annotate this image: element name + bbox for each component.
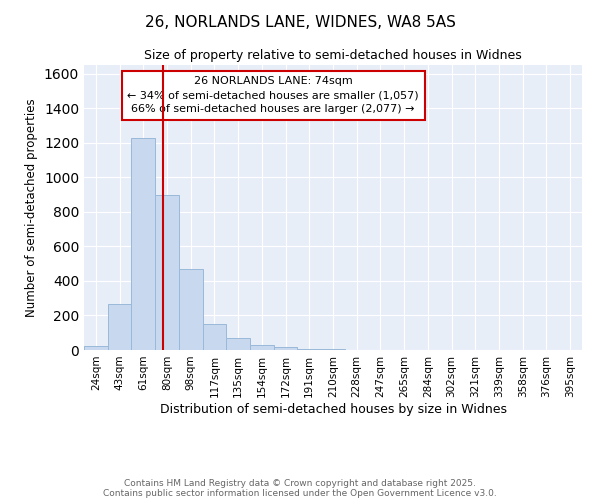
- Bar: [250, 346, 274, 350]
- Y-axis label: Number of semi-detached properties: Number of semi-detached properties: [25, 98, 38, 317]
- Bar: [274, 348, 298, 350]
- Text: Contains HM Land Registry data © Crown copyright and database right 2025.: Contains HM Land Registry data © Crown c…: [124, 478, 476, 488]
- Bar: [108, 304, 131, 350]
- Bar: [203, 324, 226, 350]
- Title: Size of property relative to semi-detached houses in Widnes: Size of property relative to semi-detach…: [144, 50, 522, 62]
- Bar: [84, 346, 108, 350]
- Text: Contains public sector information licensed under the Open Government Licence v3: Contains public sector information licen…: [103, 488, 497, 498]
- Bar: [298, 349, 321, 350]
- Bar: [321, 349, 345, 350]
- X-axis label: Distribution of semi-detached houses by size in Widnes: Distribution of semi-detached houses by …: [160, 402, 506, 415]
- Bar: [179, 269, 203, 350]
- Text: 26, NORLANDS LANE, WIDNES, WA8 5AS: 26, NORLANDS LANE, WIDNES, WA8 5AS: [145, 15, 455, 30]
- Bar: [155, 194, 179, 350]
- Bar: [131, 138, 155, 350]
- Bar: [226, 338, 250, 350]
- Text: 26 NORLANDS LANE: 74sqm
← 34% of semi-detached houses are smaller (1,057)
66% of: 26 NORLANDS LANE: 74sqm ← 34% of semi-de…: [127, 76, 419, 114]
